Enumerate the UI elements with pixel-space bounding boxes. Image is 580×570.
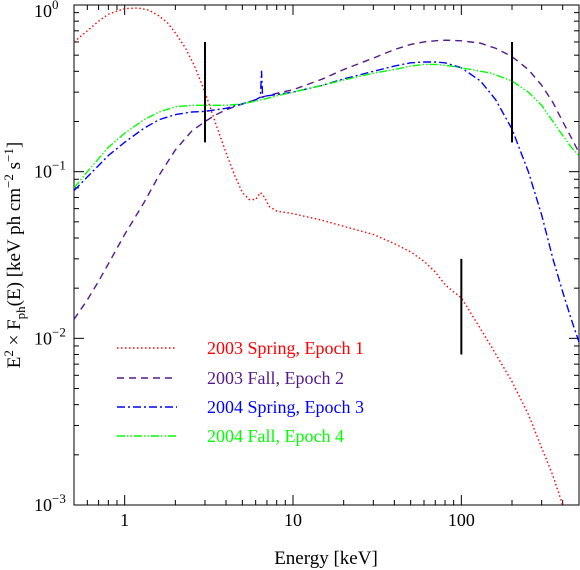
y-label-close: ] [4,142,25,148]
series-lines [74,7,579,505]
y-tick-label: 10−2 [34,324,66,348]
y-tick-label: 100 [34,0,59,21]
minor-ticks [74,5,579,505]
legend-label-4: 2004 Fall, Epoch 4 [207,426,344,446]
y-tick-label: 10−1 [34,158,66,182]
y-tick-label: 10−3 [34,491,66,515]
x-tick-label: 10 [284,510,302,530]
y-label-cm-sup: −2 [1,174,16,188]
plot-frame [73,4,580,506]
legend-label-3: 2004 Spring, Epoch 3 [207,397,364,417]
series-line-4 [74,63,579,189]
y-label-times: × F [4,319,25,350]
series-line-2 [74,39,579,320]
y-tick-labels: 100 10−1 10−2 10−3 [34,0,66,515]
x-tick-labels: 1 10 100 [120,510,475,530]
y-label-s: s [4,162,25,174]
y-axis-label: E2 × Fph(E) [keV ph cm−2 s−1] [1,142,28,368]
x-axis-label: Energy [keV] [274,548,378,569]
legend: 2003 Spring, Epoch 1 2003 Fall, Epoch 2 20… [117,338,364,446]
y-label-s-sup: −1 [1,148,16,162]
legend-label-1: 2003 Spring, Epoch 1 [207,338,364,358]
major-ticks [74,4,579,506]
series-line-3 [74,61,579,343]
y-label-mid: (E) [keV ph cm [4,188,25,307]
x-tick-label: 100 [448,510,475,530]
series-line-1 [74,7,564,505]
vertical-markers [203,41,514,355]
legend-label-2: 2003 Fall, Epoch 2 [207,368,344,388]
y-label-ph-sub: ph [13,306,28,320]
y-label-e: E [4,357,25,369]
y-label-e-sup: 2 [1,350,16,357]
x-tick-label: 1 [120,510,129,530]
